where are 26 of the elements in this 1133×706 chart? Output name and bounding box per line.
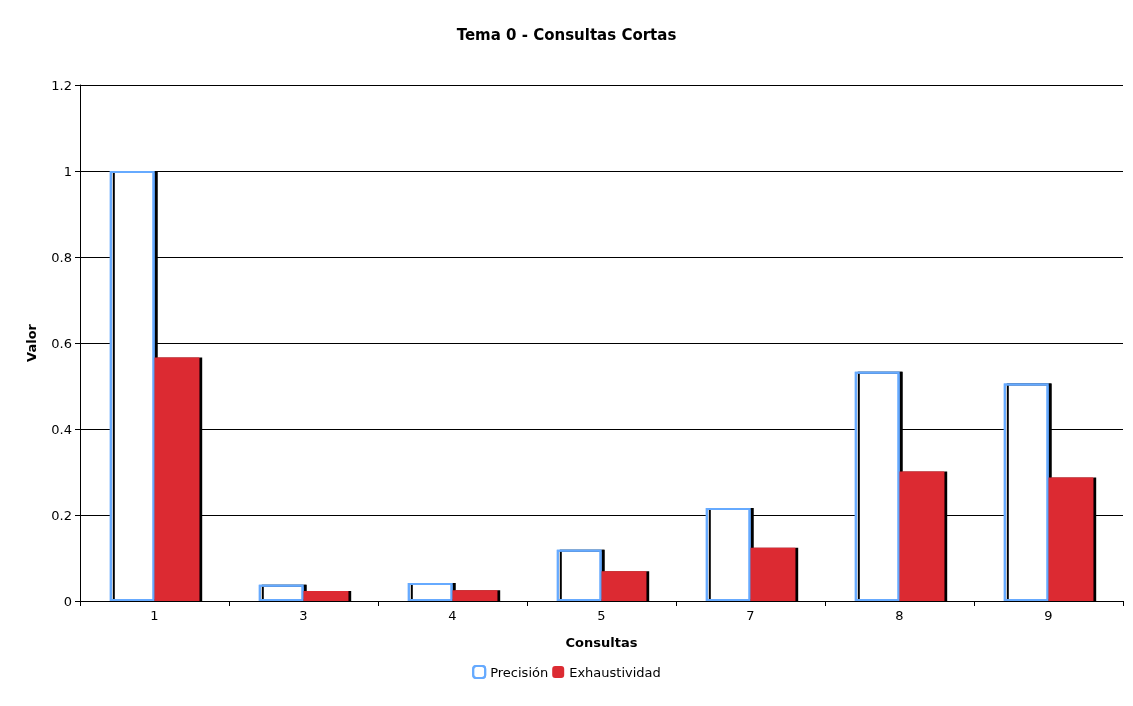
- y-tick-label: 0: [63, 593, 72, 609]
- y-axis-title: Valor: [24, 323, 39, 362]
- x-tick-label: 9: [1044, 608, 1053, 623]
- bar: [452, 590, 498, 601]
- x-tick-label: 8: [895, 608, 904, 623]
- x-tick-label: 5: [597, 608, 606, 623]
- legend-label: Precisión: [490, 664, 549, 680]
- y-tick-label: 0.6: [51, 335, 72, 351]
- x-axis-title: Consultas: [565, 635, 638, 650]
- bar: [899, 471, 945, 601]
- x-tick-label: 7: [746, 608, 755, 623]
- x-tick-label: 4: [448, 608, 457, 623]
- bar: [154, 357, 200, 601]
- y-tick-label: 1.2: [51, 77, 72, 93]
- bar: [1048, 477, 1094, 601]
- bar: [303, 591, 349, 601]
- y-tick-label: 0.4: [51, 421, 72, 437]
- bar: [750, 547, 796, 601]
- y-tick-label: 1: [63, 163, 72, 179]
- x-tick-label: 1: [150, 608, 159, 623]
- chart-title: Tema 0 - Consultas Cortas: [456, 25, 677, 44]
- y-tick-label: 0.8: [51, 249, 72, 265]
- y-tick-label: 0.2: [51, 507, 72, 523]
- legend-label: Exhaustividad: [569, 664, 661, 680]
- bar: [601, 571, 647, 601]
- x-tick-label: 3: [299, 608, 308, 623]
